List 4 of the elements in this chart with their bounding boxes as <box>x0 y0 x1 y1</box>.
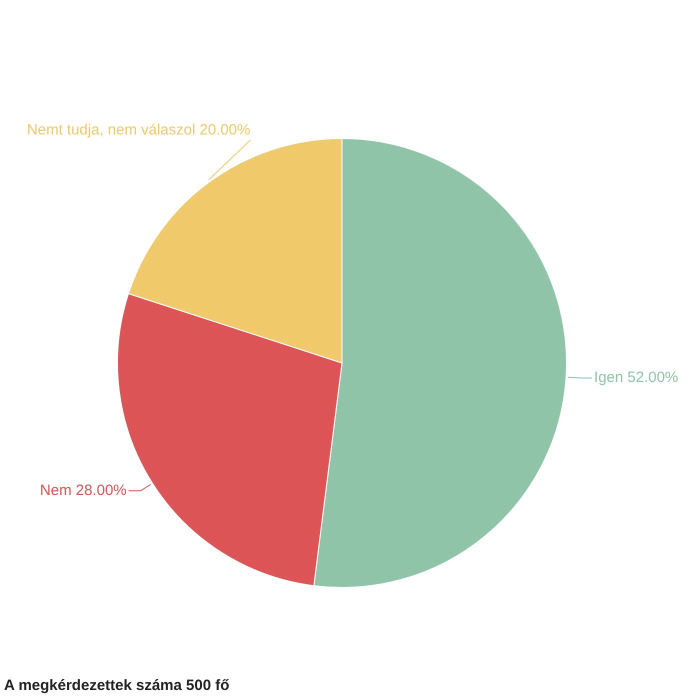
text: A megkérdezettek száma 500 fő <box>4 677 230 694</box>
slice-label: Nemt tudja, nem válaszol 20.00% <box>26 122 250 139</box>
slice-label: Igen 52.00% <box>594 369 678 386</box>
slice-label: Nem 28.00% <box>40 482 127 499</box>
